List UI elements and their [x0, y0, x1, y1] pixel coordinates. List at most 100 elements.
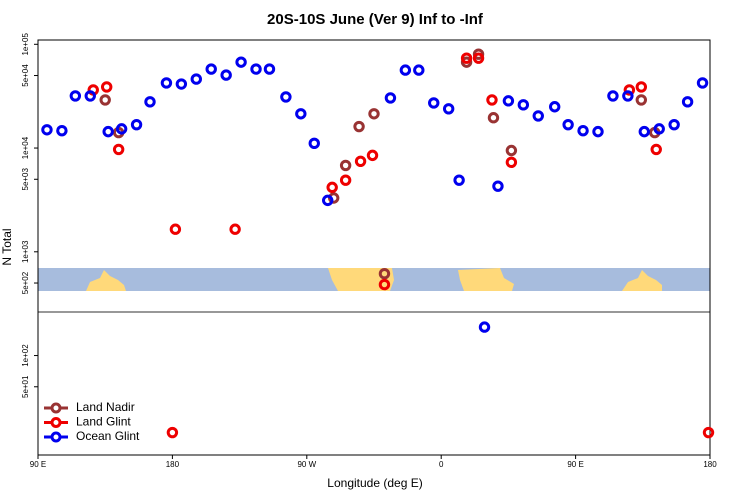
map-strip: [38, 268, 710, 291]
point: [250, 63, 262, 75]
point: [635, 94, 648, 106]
point: [413, 64, 425, 76]
legend-label: Land Glint: [76, 415, 131, 429]
point: [322, 194, 334, 207]
x-tick-label: 90 E: [30, 460, 46, 469]
point: [130, 118, 143, 131]
point: [502, 95, 515, 107]
y-tick-label: 5e+02: [21, 271, 30, 294]
point: [354, 155, 367, 168]
legend-marker: [50, 417, 62, 428]
y-tick-label: 5e+01: [21, 375, 30, 398]
y-tick-label: 1e+02: [21, 344, 30, 367]
point: [368, 108, 380, 120]
x-tick-label: 90 E: [567, 460, 583, 469]
legend-label: Ocean Glint: [76, 429, 140, 443]
point: [638, 125, 650, 138]
land: [458, 268, 514, 291]
point: [562, 118, 574, 131]
point: [69, 90, 82, 102]
point: [308, 137, 320, 150]
point: [112, 143, 125, 156]
point: [622, 90, 634, 102]
chart-title: 20S-10S June (Ver 9) Inf to -Inf: [267, 11, 484, 28]
point: [280, 91, 292, 103]
point: [460, 56, 473, 68]
point: [548, 101, 561, 113]
point: [366, 149, 379, 162]
point: [650, 143, 662, 156]
point: [102, 125, 114, 138]
legend-marker: [50, 402, 62, 414]
point: [702, 426, 715, 439]
point: [339, 174, 352, 186]
point: [532, 110, 544, 122]
point: [263, 63, 276, 75]
point: [592, 125, 604, 138]
point: [84, 90, 96, 102]
point: [220, 69, 232, 81]
x-axis-label: Longitude (deg E): [327, 476, 422, 490]
point: [229, 223, 241, 235]
point: [378, 267, 391, 280]
point: [399, 64, 412, 76]
point: [668, 118, 680, 131]
legend-marker: [50, 431, 62, 443]
point: [169, 223, 182, 235]
point: [460, 52, 473, 64]
point: [353, 120, 365, 133]
point: [653, 123, 665, 135]
x-tick-label: 180: [703, 460, 717, 469]
point: [175, 78, 188, 90]
y-tick-label: 1e+04: [21, 136, 30, 159]
point: [166, 426, 179, 439]
point: [160, 77, 173, 89]
point: [235, 56, 247, 68]
point: [472, 52, 485, 64]
point: [56, 124, 68, 137]
point: [453, 174, 465, 186]
point: [99, 94, 111, 106]
point: [505, 144, 518, 157]
point: [492, 180, 504, 192]
point: [623, 84, 636, 96]
point: [487, 112, 500, 124]
point: [442, 103, 455, 115]
point: [190, 73, 202, 85]
point: [472, 48, 485, 60]
point: [517, 99, 530, 111]
x-tick-label: 180: [166, 460, 180, 469]
point: [115, 123, 128, 135]
point: [295, 108, 307, 120]
land: [622, 270, 662, 291]
land: [86, 270, 126, 291]
y-tick-label: 5e+03: [21, 167, 30, 190]
plot-frame: [37, 39, 711, 456]
point: [478, 321, 491, 333]
point: [428, 97, 440, 109]
point: [384, 92, 397, 104]
point: [696, 77, 709, 89]
y-tick-label: 1e+05: [21, 33, 30, 56]
point: [681, 96, 694, 108]
x-tick-label: 0: [439, 460, 444, 469]
point: [378, 278, 391, 291]
legend-label: Land Nadir: [76, 400, 135, 414]
point: [577, 124, 589, 137]
point: [205, 63, 217, 75]
point: [486, 94, 498, 106]
y-tick-label: 5e+04: [21, 64, 30, 87]
point: [607, 90, 619, 102]
land: [328, 268, 394, 291]
point: [635, 81, 648, 93]
x-tick-label: 90 W: [297, 460, 316, 469]
y-axis-label: N Total: [0, 228, 14, 265]
point: [41, 124, 53, 136]
point: [326, 181, 338, 194]
point: [339, 159, 352, 172]
point: [144, 96, 156, 108]
point: [100, 81, 113, 93]
point: [505, 156, 518, 168]
y-tick-label: 1e+03: [21, 240, 30, 263]
